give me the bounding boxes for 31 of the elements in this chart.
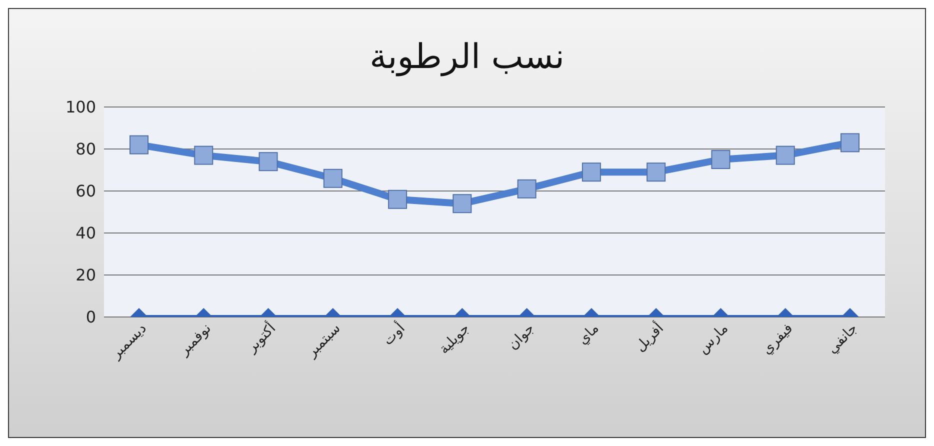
- x-tick-label: نوفمبر: [176, 320, 214, 360]
- point: [646, 162, 666, 182]
- x-tick-label: ماي: [574, 320, 602, 348]
- point: [452, 194, 472, 214]
- x-tick-label: جويلية: [436, 320, 474, 358]
- y-tick-label: 100: [65, 98, 96, 117]
- chart-title: نسب الرطوبة: [368, 36, 566, 79]
- x-tick-label: سبتمبر: [303, 320, 344, 361]
- point: [323, 168, 342, 188]
- y-tick-label: 0: [86, 308, 96, 327]
- point: [711, 150, 730, 169]
- x-tick-label: جوان: [505, 320, 538, 354]
- point: [582, 162, 601, 182]
- point: [776, 146, 795, 165]
- x-tick-label: جانفي: [824, 320, 861, 357]
- y-tick-label: 80: [76, 140, 96, 159]
- point: [388, 190, 408, 209]
- x-tick-label: أكتوبر: [242, 319, 280, 356]
- x-tick-label: أوت: [378, 319, 408, 349]
- x-tick-label: مارس: [695, 320, 732, 358]
- point: [130, 135, 148, 154]
- y-tick-label: 40: [76, 224, 96, 243]
- point: [194, 146, 214, 165]
- point: [517, 179, 536, 198]
- x-tick-label: أفريل: [630, 319, 667, 356]
- point: [840, 133, 860, 152]
- x-tick-label: فيفري: [758, 320, 796, 358]
- y-tick-label: 20: [76, 266, 96, 285]
- x-tick-label: ديسمبر: [108, 320, 150, 363]
- y-tick-label: 60: [76, 182, 96, 201]
- point: [258, 152, 278, 172]
